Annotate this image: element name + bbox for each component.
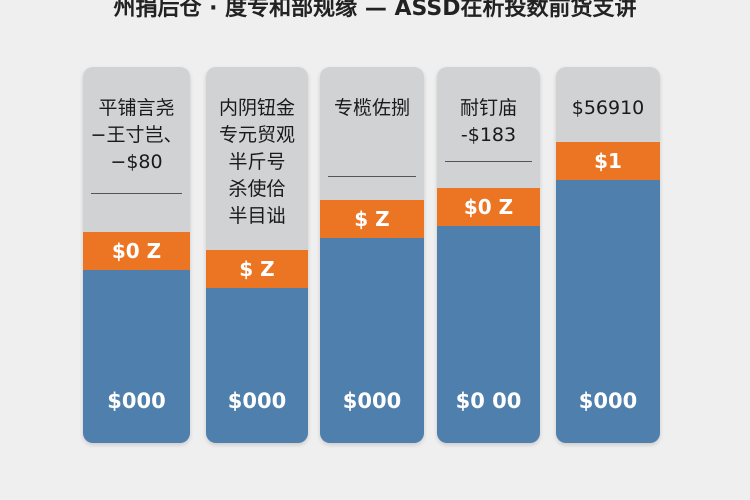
text-line: −$80 [110,151,163,173]
base-label: $0 00 [455,389,522,413]
text-line: 专元贸观 [218,124,295,146]
column: $56910 $1 $000 [556,67,660,443]
orange-band: $ Z [206,250,308,288]
text-line: $56910 [571,97,645,119]
orange-band: $0 Z [437,188,540,226]
divider [328,176,416,177]
column: 平铺言尧 −王寸岂、 −$80 $0 Z $000 [83,67,190,443]
divider [445,161,532,162]
column-text: 耐钉庙 -$183 [437,95,540,149]
column-text: $56910 [556,95,660,122]
orange-band: $ Z [320,200,424,238]
orange-band: $0 Z [83,232,190,270]
text-line: 半目诎 [228,205,286,227]
text-line: 内阴钮金 [218,97,295,119]
column-text: 专榄佐捌 [320,95,424,122]
text-line: 平铺言尧 [98,97,175,119]
divider [91,193,182,194]
text-line: 半斤号 [228,151,286,173]
column: 专榄佐捌 $ Z $000 [320,67,424,443]
title: 州捐后仓 · 度专和部规缘 — ASSD在析投数前货支讲 [113,0,637,21]
blue-segment [437,226,540,443]
blue-segment [320,238,424,443]
base-label: $000 [578,389,638,413]
column-text: 平铺言尧 −王寸岂、 −$80 [83,95,190,176]
blue-segment [206,288,308,443]
blue-segment [556,180,660,443]
text-line: -$183 [460,124,517,146]
orange-band: $1 [556,142,660,180]
text-line: 专榄佐捌 [333,97,410,119]
base-label: $000 [107,389,166,413]
text-line: 杀使佮 [228,178,286,200]
column: 内阴钮金专元贸观半斤号杀使佮半目诎 $ Z $000 [206,67,308,443]
column-text: 内阴钮金专元贸观半斤号杀使佮半目诎 [206,95,308,230]
text-line: 耐钉庙 [459,97,517,119]
base-label: $000 [227,389,287,413]
base-label: $000 [342,389,402,413]
text-line: −王寸岂、 [90,124,183,146]
column: 耐钉庙 -$183 $0 Z $0 00 [437,67,540,443]
blue-segment [83,270,190,443]
